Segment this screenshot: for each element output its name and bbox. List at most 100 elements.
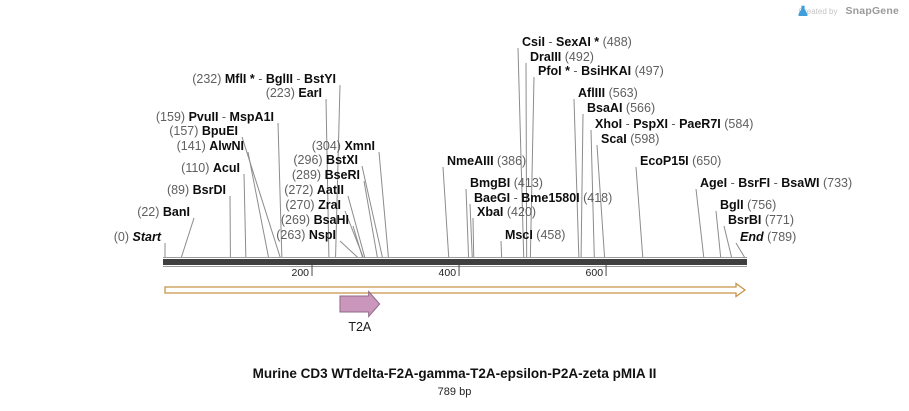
site-label-eari[interactable]: (223) EarI (266, 86, 322, 100)
site-enzyme-names: XhoI - PspXI - PaeR7I (595, 117, 721, 131)
connector-line (517, 47, 525, 259)
site-position: (650) (692, 154, 722, 168)
site-enzyme-names: CsiI - SexAI * (522, 35, 600, 49)
site-label-xmni[interactable]: (304) XmnI (312, 139, 375, 153)
connector-line (378, 151, 389, 259)
site-label-draiii[interactable]: DraIII (492) (530, 50, 594, 64)
connector-line (529, 76, 535, 259)
site-label-bmgbi[interactable]: BmgBI (413) (470, 176, 543, 190)
site-label-afliii[interactable]: AflIII (563) (578, 86, 638, 100)
site-enzyme-names: MflI * - BglII - BstYI (224, 72, 336, 86)
site-label-alwni[interactable]: (141) AlwNI (177, 139, 244, 153)
feature-arrow-t2a[interactable] (339, 290, 381, 318)
site-position: (141) (176, 139, 206, 153)
connector-line (500, 240, 503, 259)
site-label-scai[interactable]: ScaI (598) (601, 132, 659, 146)
ruler-label-200: 200 (291, 267, 310, 279)
connector-line (277, 122, 283, 259)
site-enzyme-names: BsrBI (728, 213, 762, 227)
feature-label-t2a[interactable]: T2A (348, 320, 372, 334)
site-position: (563) (608, 86, 638, 100)
connector-line (573, 98, 580, 259)
site-label-nspi[interactable]: (263) NspI (276, 228, 336, 242)
site-enzyme-names: BsaAI (587, 101, 623, 115)
connector-line (247, 151, 270, 259)
site-position: (566) (625, 101, 656, 115)
created-by-text: Created by (798, 6, 838, 16)
site-label-pfoi[interactable]: PfoI * - BsiHKAI (497) (538, 64, 664, 78)
site-position: (296) (293, 153, 323, 167)
site-label-bpuei[interactable]: (157) BpuEI (169, 124, 238, 138)
site-position: (492) (564, 50, 594, 64)
site-position: (598) (630, 132, 660, 146)
site-position: (458) (536, 228, 566, 242)
connector-line (363, 180, 378, 259)
connector-line (596, 144, 606, 259)
site-enzyme-names: BaeGI - Bme1580I (474, 191, 580, 205)
site-enzyme-names: ScaI (601, 132, 627, 146)
connector-line (325, 98, 330, 259)
site-position: (263) (276, 228, 306, 242)
sequence-backbone (163, 259, 747, 265)
site-label-zrai[interactable]: (270) ZraI (285, 198, 341, 212)
connector-line (180, 217, 195, 259)
connector-line (243, 173, 247, 259)
site-label-bseri[interactable]: (289) BseRI (292, 168, 360, 182)
site-label-xhoi[interactable]: XhoI - PspXI - PaeR7I (584) (595, 117, 753, 131)
connector-line (335, 84, 341, 259)
site-label-nmeaiii[interactable]: NmeAIII (386) (447, 154, 526, 168)
connector-line (525, 62, 528, 259)
connector-line (635, 166, 644, 259)
site-enzyme-names: AlwNI (209, 139, 244, 153)
connector-line (469, 203, 473, 259)
site-position: (269) (280, 213, 311, 227)
site-label-bgli[interactable]: BglI (756) (720, 198, 776, 212)
site-enzyme-names: AcuI (212, 161, 240, 175)
site-position: (110) (181, 161, 210, 175)
site-label-bsahi[interactable]: (269) BsaHI (281, 213, 349, 227)
connector-line (695, 188, 705, 259)
connector-line (580, 113, 584, 259)
site-enzyme-names: EarI (298, 86, 322, 100)
site-enzyme-names: Start (132, 230, 161, 244)
site-label-pvuii[interactable]: (159) PvuII - MspA1I (156, 110, 274, 124)
connector-line (735, 242, 746, 259)
site-label-start[interactable]: (0) Start (114, 230, 161, 244)
ruler-label-600: 600 (585, 267, 604, 279)
site-label-bsaai[interactable]: BsaAI (566) (587, 101, 655, 115)
site-label-xbai[interactable]: XbaI (420) (477, 205, 536, 219)
site-position: (418) (583, 191, 613, 205)
site-label-bstxi[interactable]: (296) BstXI (293, 153, 358, 167)
site-position: (413) (513, 176, 543, 190)
site-label-bani[interactable]: (22) BanI (137, 205, 190, 219)
site-enzyme-names: End (740, 230, 764, 244)
site-label-baegi[interactable]: BaeGI - Bme1580I (418) (474, 191, 612, 205)
site-label-aatii[interactable]: (272) AatII (284, 183, 344, 197)
site-enzyme-names: BmgBI (470, 176, 511, 190)
site-label-end[interactable]: End (789) (740, 230, 796, 244)
site-enzyme-names: ZraI (318, 198, 341, 212)
site-label-agei[interactable]: AgeI - BsrFI - BsaWI (733) (700, 176, 852, 190)
construct-title: Murine CD3 WTdelta-F2A-gamma-T2A-epsilon… (252, 366, 657, 381)
site-position: (420) (506, 205, 537, 219)
site-enzyme-names: BpuEI (201, 124, 238, 138)
connector-line (472, 217, 475, 259)
site-position: (232) (192, 72, 222, 86)
site-position: (488) (602, 35, 632, 49)
site-position: (157) (169, 124, 199, 138)
site-label-bsrbi[interactable]: BsrBI (771) (728, 213, 794, 227)
site-label-ecop15i[interactable]: EcoP15I (650) (640, 154, 721, 168)
site-position: (789) (767, 230, 797, 244)
site-label-acui[interactable]: (110) AcuI (181, 161, 240, 175)
ruler-label-400: 400 (438, 267, 457, 279)
construct-length: 789 bp (437, 386, 472, 398)
site-position: (497) (634, 64, 664, 78)
site-label-msci[interactable]: MscI (458) (505, 228, 565, 242)
site-position: (584) (724, 117, 754, 131)
site-label-mfli[interactable]: (232) MflI * - BglII - BstYI (192, 72, 336, 86)
site-label-bsrdi[interactable]: (89) BsrDI (167, 183, 226, 197)
site-enzyme-names: BglI (720, 198, 744, 212)
site-label-csii[interactable]: CsiI - SexAI * (488) (522, 35, 632, 49)
